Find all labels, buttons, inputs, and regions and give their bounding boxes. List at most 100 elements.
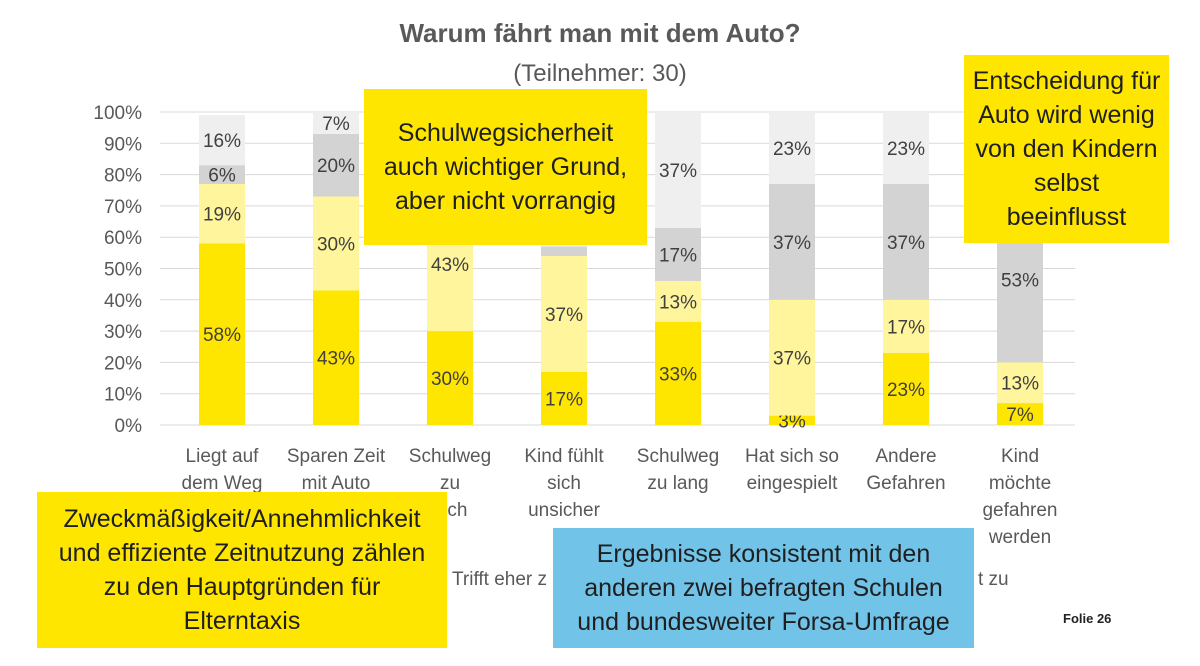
category-label: Kind fühlt sich unsicher — [504, 443, 624, 524]
y-tick-label: 60% — [104, 228, 142, 249]
y-tick-label: 10% — [104, 385, 142, 406]
category-label-line: Gefahren — [866, 473, 946, 494]
bar-segment — [655, 227, 701, 282]
y-tick-label: 40% — [104, 291, 142, 312]
data-label: 17% — [887, 317, 925, 338]
data-label: 19% — [203, 205, 241, 226]
category-label: Kind möchte gefahren werden — [960, 443, 1080, 551]
category-label: Andere Gefahren — [846, 443, 966, 497]
legend-fragment-left: Trifft eher z — [452, 569, 548, 590]
data-label: 37% — [887, 233, 925, 254]
y-tick-label: 90% — [104, 134, 142, 155]
data-label: 30% — [431, 369, 469, 390]
y-tick-label: 70% — [104, 197, 142, 218]
data-label: 23% — [887, 139, 925, 160]
bar-segment — [997, 362, 1043, 404]
bar-segment — [199, 243, 245, 425]
category-label-line: zu — [439, 473, 461, 494]
category-label: Hat sich so eingespielt — [732, 443, 852, 497]
y-tick-label: 80% — [104, 166, 142, 187]
data-label: 13% — [1001, 374, 1039, 395]
callout-consistent-results: Ergebnisse konsistent mit den anderen zw… — [553, 528, 974, 648]
y-tick-label: 20% — [104, 353, 142, 374]
bar-segment — [883, 183, 929, 300]
bar-segment — [883, 353, 929, 425]
data-label: 37% — [773, 349, 811, 370]
y-tick-label: 100% — [93, 103, 142, 124]
bar-segment — [655, 281, 701, 322]
bar-segment — [541, 246, 587, 256]
data-label: 20% — [317, 156, 355, 177]
category-label-line: mit Auto — [301, 473, 371, 494]
category-label-line: werden — [988, 527, 1052, 548]
category-label-line: Hat sich so — [745, 446, 839, 467]
bar-segment — [313, 112, 359, 134]
data-label: 6% — [208, 166, 236, 187]
y-tick-label: 0% — [115, 416, 143, 437]
category-label-line: möchte — [988, 473, 1052, 494]
bar-segment — [199, 165, 245, 184]
data-label: 37% — [659, 161, 697, 182]
data-label: 37% — [545, 305, 583, 326]
category-label-line: Kind — [1000, 446, 1040, 467]
data-label: 43% — [317, 349, 355, 370]
data-label: 23% — [773, 139, 811, 160]
legend-fragment-right: t zu — [978, 569, 1009, 590]
category-label-line: Liegt auf — [185, 446, 259, 467]
data-label: 37% — [773, 233, 811, 254]
slide-number: Folie 26 — [1063, 611, 1112, 626]
data-label: 58% — [203, 325, 241, 346]
bar-segment — [313, 196, 359, 291]
bar-segment — [199, 183, 245, 244]
category-label-line: zu lang — [647, 473, 709, 494]
bar-segment — [769, 415, 815, 425]
category-label-line: Schulweg — [408, 446, 492, 467]
data-label: 13% — [659, 292, 697, 313]
category-label-line: Andere — [875, 446, 937, 467]
bar-segment — [427, 331, 473, 425]
bar-segment — [313, 290, 359, 425]
bar-segment — [997, 403, 1043, 425]
category-label-line: unsicher — [528, 500, 600, 521]
category-label-line: Sparen Zeit — [286, 446, 386, 467]
category-label: Liegt auf dem Weg — [162, 443, 282, 497]
bar-segment — [655, 321, 701, 425]
bar-segment — [883, 299, 929, 354]
y-tick-label: 50% — [104, 260, 142, 281]
data-label: 3% — [778, 411, 806, 432]
bar-segment — [313, 133, 359, 197]
category-label-line: dem Weg — [181, 473, 263, 494]
category-label-line: sich — [547, 473, 581, 494]
data-label: 16% — [203, 131, 241, 152]
category-label: Sparen Zeit mit Auto — [276, 443, 396, 497]
data-label: 30% — [317, 234, 355, 255]
category-label-line: eingespielt — [746, 473, 838, 494]
bar-segment — [769, 112, 815, 184]
data-label: 43% — [431, 255, 469, 276]
data-label: 7% — [322, 114, 350, 135]
data-label: 53% — [1001, 270, 1039, 291]
category-label-line: Kind fühlt — [524, 446, 604, 467]
bar-segment — [769, 183, 815, 300]
bar-segment — [541, 255, 587, 372]
bar-segment — [769, 299, 815, 416]
data-label: 17% — [545, 389, 583, 410]
category-label-line: gefahren — [982, 500, 1058, 521]
bar-segment — [883, 112, 929, 184]
category-label-line: Schulweg — [636, 446, 720, 467]
bar-segment — [541, 371, 587, 425]
data-label: 7% — [1006, 405, 1034, 426]
bar-segment — [199, 115, 245, 166]
data-label: 33% — [659, 364, 697, 385]
callout-main-reasons: Zweckmäßigkeit/Annehmlichkeit und effizi… — [37, 492, 447, 648]
callout-children-influence: Entscheidung für Auto wird wenig von den… — [964, 55, 1169, 243]
category-label: Schulweg zu lang — [618, 443, 738, 497]
y-tick-label: 30% — [104, 322, 142, 343]
chart-subtitle: (Teilnehmer: 30) — [513, 60, 687, 87]
chart-title: Warum fährt man mit dem Auto? — [399, 18, 801, 48]
bar-segment — [655, 112, 701, 228]
callout-safety: Schulwegsicherheit auch wichtiger Grund,… — [364, 89, 647, 245]
data-label: 17% — [659, 245, 697, 266]
data-label: 23% — [887, 380, 925, 401]
